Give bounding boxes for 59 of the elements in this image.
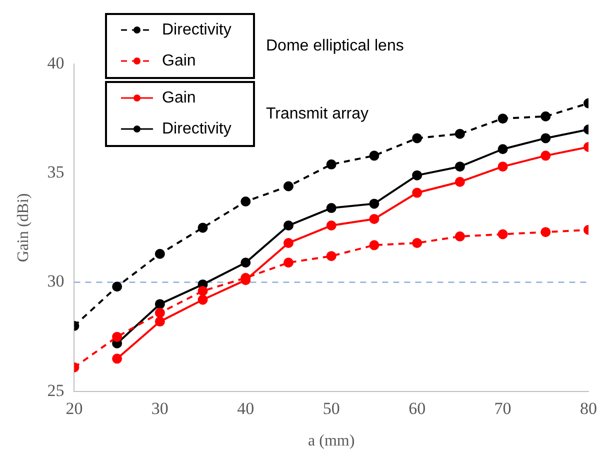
point bbox=[112, 332, 122, 342]
legend-label: Gain bbox=[162, 52, 196, 70]
point bbox=[283, 220, 294, 231]
point bbox=[326, 220, 336, 231]
point bbox=[369, 150, 380, 161]
x-axis-title: a (mm) bbox=[308, 432, 355, 450]
point bbox=[498, 144, 508, 154]
point bbox=[498, 162, 508, 172]
point bbox=[412, 238, 422, 248]
x-tick-label: 50 bbox=[322, 399, 340, 418]
point bbox=[198, 286, 208, 296]
point bbox=[283, 238, 294, 248]
point bbox=[112, 282, 122, 292]
point bbox=[412, 188, 422, 198]
point bbox=[240, 196, 251, 207]
point bbox=[454, 176, 465, 187]
x-tick-label: 60 bbox=[408, 399, 426, 418]
point bbox=[112, 354, 122, 364]
text: Dome elliptical lens bbox=[266, 37, 404, 54]
point bbox=[154, 316, 165, 327]
point bbox=[498, 229, 508, 240]
point bbox=[540, 227, 551, 238]
point bbox=[412, 133, 422, 144]
y-tick-label: 30 bbox=[47, 272, 64, 291]
legend-label: Gain bbox=[162, 89, 196, 106]
point bbox=[498, 114, 508, 124]
x-tick-label: 40 bbox=[237, 399, 254, 418]
point bbox=[540, 150, 551, 161]
point bbox=[326, 159, 336, 170]
x-tick-label: 30 bbox=[151, 399, 168, 418]
point bbox=[198, 294, 208, 305]
point bbox=[369, 198, 380, 209]
point bbox=[540, 111, 551, 122]
point bbox=[240, 258, 251, 268]
y-tick-label: 25 bbox=[47, 380, 64, 400]
legend-label: Directivity bbox=[162, 21, 232, 38]
y-axis-title: Gain (dBi) bbox=[14, 193, 32, 262]
annotation: Transmit array bbox=[266, 105, 369, 122]
point bbox=[154, 248, 165, 259]
point bbox=[369, 240, 380, 250]
point bbox=[154, 299, 165, 310]
point bbox=[454, 128, 465, 139]
point bbox=[454, 231, 465, 242]
y-tick-label: 35 bbox=[47, 162, 64, 182]
y-tick-label: 40 bbox=[47, 53, 64, 72]
point bbox=[326, 251, 336, 262]
point bbox=[283, 258, 294, 268]
point bbox=[198, 222, 208, 233]
x-tick-label: 80 bbox=[580, 399, 597, 418]
legend-label: Directivity bbox=[162, 120, 232, 138]
point bbox=[540, 133, 551, 144]
point bbox=[154, 308, 165, 318]
point bbox=[326, 203, 336, 214]
point bbox=[412, 170, 422, 180]
point bbox=[369, 214, 380, 224]
point bbox=[454, 162, 465, 172]
x-tick-label: 70 bbox=[494, 399, 512, 418]
point bbox=[283, 181, 294, 192]
x-tick-label: 20 bbox=[66, 399, 83, 418]
